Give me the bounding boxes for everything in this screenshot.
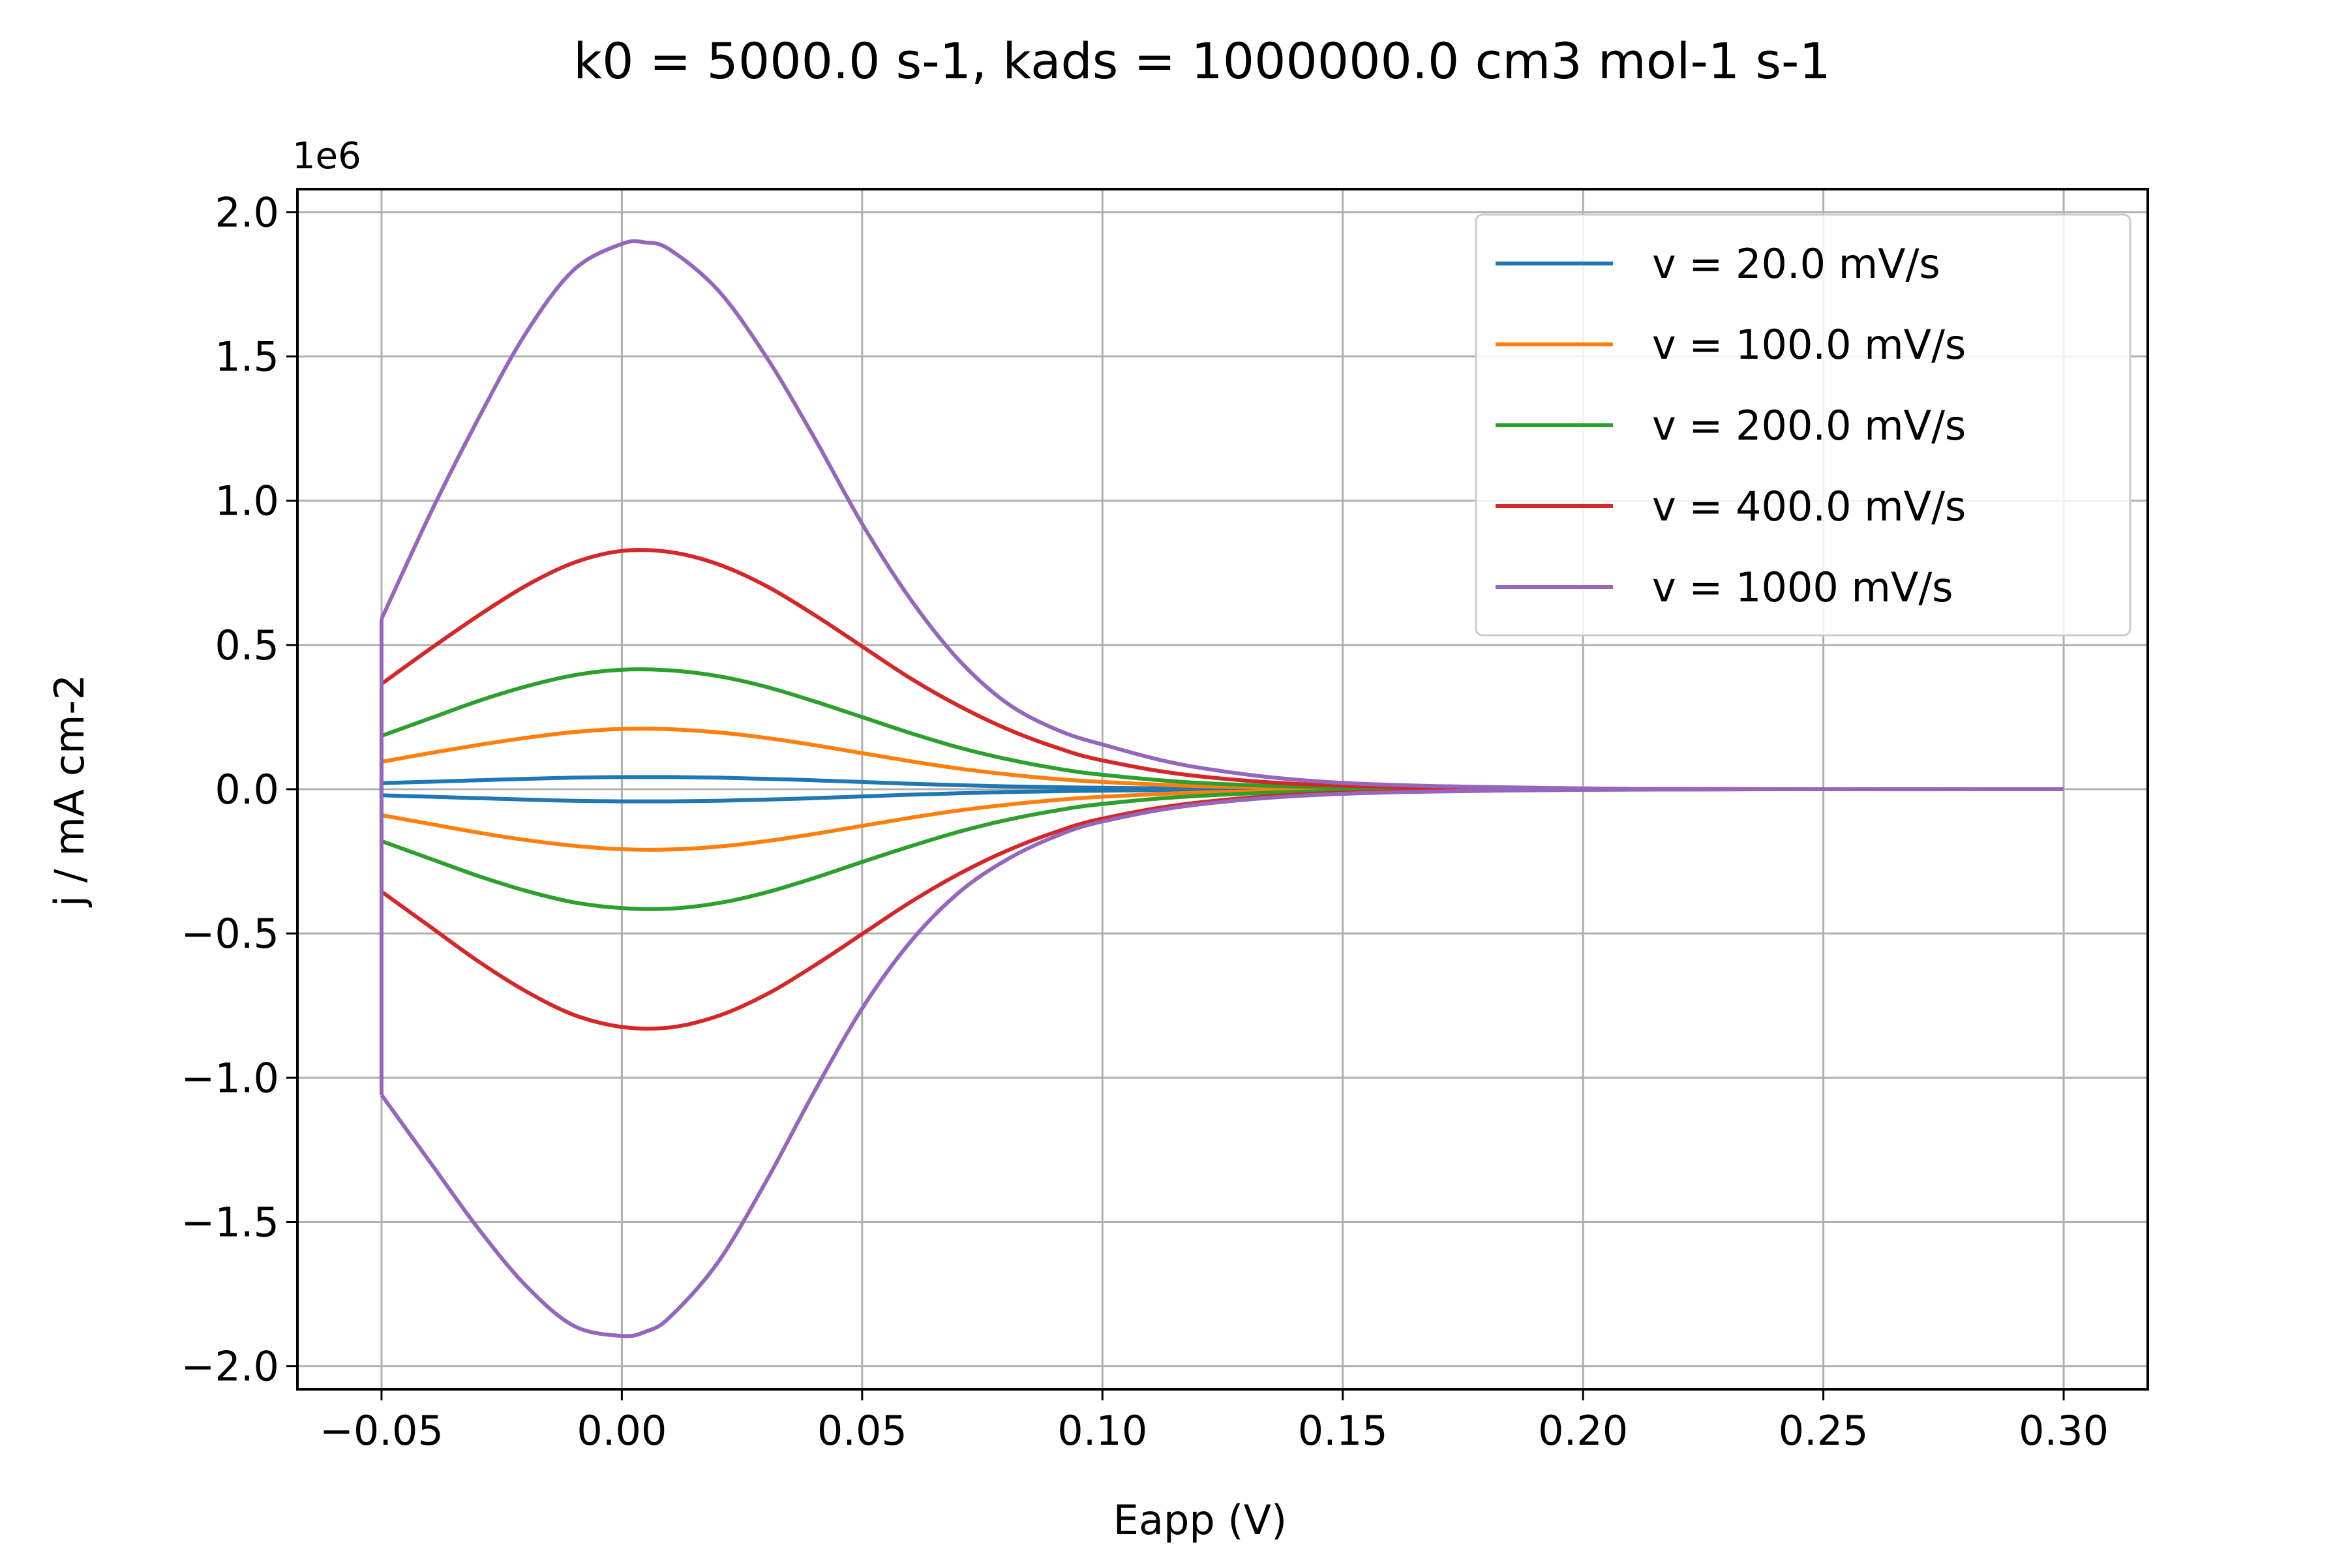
plot-axes: −0.05 0.00 0.05 0.10 0.15 0.20 0.25 0.30 −2.0 −1.… bbox=[181, 188, 2149, 1455]
y-tick-label: 2.0 bbox=[215, 188, 279, 236]
chart-title: k0 = 5000.0 s-1, kads = 1000000.0 cm3 mo… bbox=[573, 32, 1831, 90]
x-tick-label: 0.15 bbox=[1298, 1407, 1388, 1455]
series-line-backward bbox=[380, 787, 2064, 1338]
legend-label: v = 20.0 mV/s bbox=[1652, 240, 1940, 288]
x-tick-label: 0.10 bbox=[1057, 1407, 1147, 1455]
legend-label: v = 100.0 mV/s bbox=[1652, 321, 1966, 369]
y-tick-label: 1.0 bbox=[215, 477, 279, 525]
y-tick-label: −1.5 bbox=[181, 1198, 279, 1246]
x-tick-label: −0.05 bbox=[320, 1407, 444, 1455]
x-tick-label: 0.25 bbox=[1779, 1407, 1869, 1455]
y-tick-label: −1.0 bbox=[181, 1054, 279, 1102]
y-tick-label: −0.5 bbox=[181, 910, 279, 957]
y-axis-label: j / mA cm-2 bbox=[46, 674, 93, 908]
x-tick-label: 0.30 bbox=[2019, 1407, 2109, 1455]
x-axis-label: Eapp (V) bbox=[1113, 1496, 1287, 1544]
y-tick-label: −2.0 bbox=[181, 1343, 279, 1391]
x-tick-label: 0.00 bbox=[577, 1407, 667, 1455]
y-tick-label: 0.5 bbox=[215, 622, 279, 669]
y-tick-label: 0.0 bbox=[215, 766, 279, 813]
legend-label: v = 400.0 mV/s bbox=[1652, 483, 1966, 530]
legend-label: v = 1000 mV/s bbox=[1652, 564, 1953, 611]
x-tick-label: 0.05 bbox=[817, 1407, 907, 1455]
legend: v = 20.0 mV/s v = 100.0 mV/s v = 200.0 mV/… bbox=[1475, 213, 2131, 637]
y-offset-label: 1e6 bbox=[292, 135, 361, 177]
series-4 bbox=[379, 239, 2064, 1338]
y-tick-label: 1.5 bbox=[215, 333, 279, 381]
plot-series bbox=[379, 239, 2064, 1338]
series-line-forward bbox=[380, 239, 2064, 792]
legend-label: v = 200.0 mV/s bbox=[1652, 402, 1966, 449]
x-tick-label: 0.20 bbox=[1538, 1407, 1628, 1455]
legend-box bbox=[1475, 213, 2131, 637]
